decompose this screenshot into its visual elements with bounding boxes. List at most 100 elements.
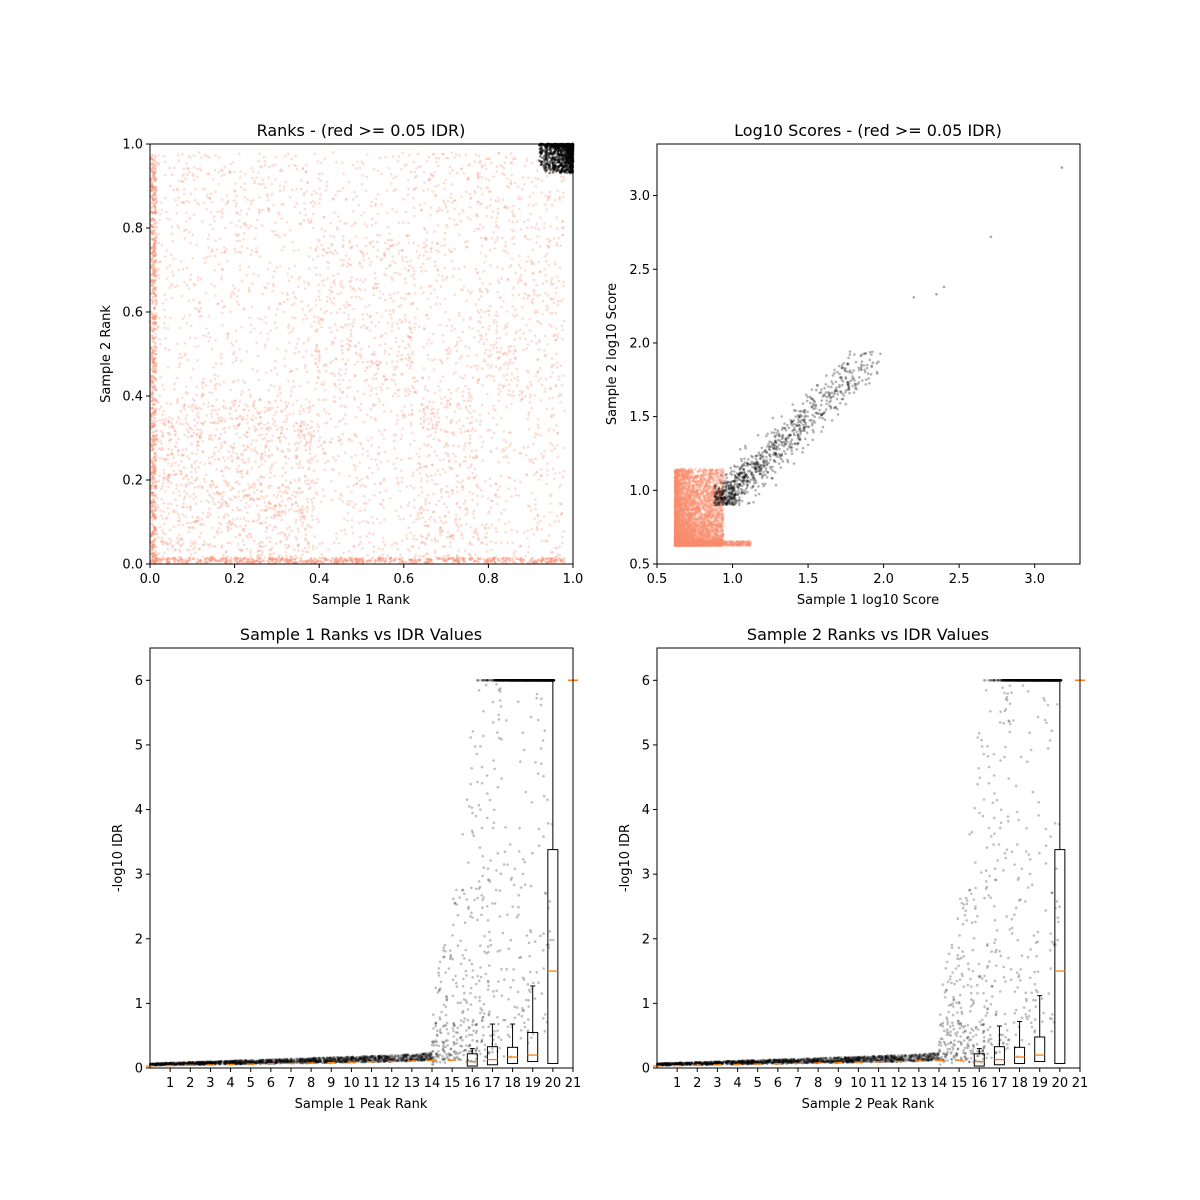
red-point	[374, 283, 377, 286]
red-point	[424, 502, 428, 506]
red-point	[223, 406, 226, 410]
red-point	[271, 559, 274, 562]
red-point	[293, 479, 297, 482]
red-point	[266, 332, 270, 335]
red-point	[172, 426, 175, 430]
red-point	[227, 481, 231, 485]
red-point	[490, 548, 493, 552]
red-point	[220, 491, 223, 495]
red-point	[307, 542, 311, 545]
red-point	[469, 316, 472, 319]
red-point	[236, 542, 240, 546]
red-point	[301, 429, 304, 432]
red-point	[241, 453, 245, 456]
red-point	[175, 284, 179, 287]
red-point	[180, 180, 184, 183]
red-point	[407, 292, 410, 295]
red-point	[191, 257, 194, 260]
red-point	[295, 342, 299, 346]
red-point	[307, 458, 311, 462]
red-point	[297, 477, 301, 480]
red-point	[446, 157, 450, 160]
red-point	[195, 432, 198, 436]
red-point	[265, 427, 269, 431]
red-point	[183, 229, 186, 232]
red-point	[284, 462, 288, 465]
red-point	[290, 529, 293, 533]
red-point	[413, 284, 417, 287]
red-point	[234, 204, 238, 208]
red-point	[493, 343, 496, 347]
red-point	[444, 178, 448, 182]
red-point	[321, 541, 324, 545]
red-point	[378, 156, 382, 160]
red-point	[267, 426, 271, 429]
red-point	[447, 510, 451, 514]
red-point	[537, 379, 540, 383]
red-point	[468, 434, 472, 437]
red-point	[405, 234, 409, 237]
red-point	[394, 175, 398, 178]
red-point	[398, 318, 402, 321]
red-point	[247, 388, 251, 392]
red-point	[214, 190, 217, 193]
red-point	[399, 437, 403, 441]
red-point	[548, 194, 552, 198]
red-point	[558, 557, 561, 560]
red-point	[151, 518, 155, 522]
red-point	[255, 176, 258, 179]
red-point	[221, 556, 224, 560]
red-point	[560, 175, 563, 179]
red-point	[397, 155, 401, 158]
red-point	[332, 395, 336, 398]
red-point	[437, 273, 440, 277]
red-point	[461, 288, 465, 292]
red-point	[520, 397, 524, 400]
red-point	[193, 178, 196, 182]
red-point	[174, 461, 177, 465]
red-point	[341, 432, 345, 436]
red-point	[525, 324, 528, 327]
red-point	[378, 385, 382, 389]
red-point	[243, 506, 247, 509]
red-point	[412, 273, 416, 276]
red-point	[227, 332, 230, 336]
red-point	[163, 490, 167, 493]
red-point	[394, 434, 398, 437]
red-point	[163, 308, 166, 312]
red-point	[530, 491, 533, 495]
red-point	[340, 161, 344, 165]
red-point	[286, 498, 289, 501]
red-point	[299, 222, 303, 226]
red-point	[456, 490, 459, 494]
red-point	[420, 491, 424, 494]
red-point	[429, 412, 433, 415]
red-point	[317, 295, 321, 299]
red-point	[534, 185, 538, 188]
red-point	[458, 153, 461, 157]
red-point	[307, 381, 310, 384]
red-point	[187, 530, 190, 534]
red-point	[177, 560, 181, 563]
red-point	[391, 395, 395, 398]
red-point	[413, 380, 417, 384]
red-point	[223, 430, 227, 434]
red-point	[463, 549, 467, 552]
red-point	[464, 190, 468, 193]
red-point	[307, 483, 311, 486]
red-point	[309, 201, 313, 205]
red-point	[183, 342, 187, 345]
red-point	[323, 157, 327, 161]
red-point	[180, 483, 183, 487]
red-point	[237, 233, 241, 236]
red-point	[254, 237, 257, 240]
red-point	[264, 315, 267, 319]
red-point	[328, 250, 331, 254]
red-point	[376, 248, 380, 252]
red-point	[161, 432, 164, 435]
red-point	[226, 525, 229, 528]
red-point	[463, 265, 466, 269]
red-point	[221, 474, 225, 478]
red-point	[151, 340, 155, 343]
red-point	[258, 152, 261, 155]
